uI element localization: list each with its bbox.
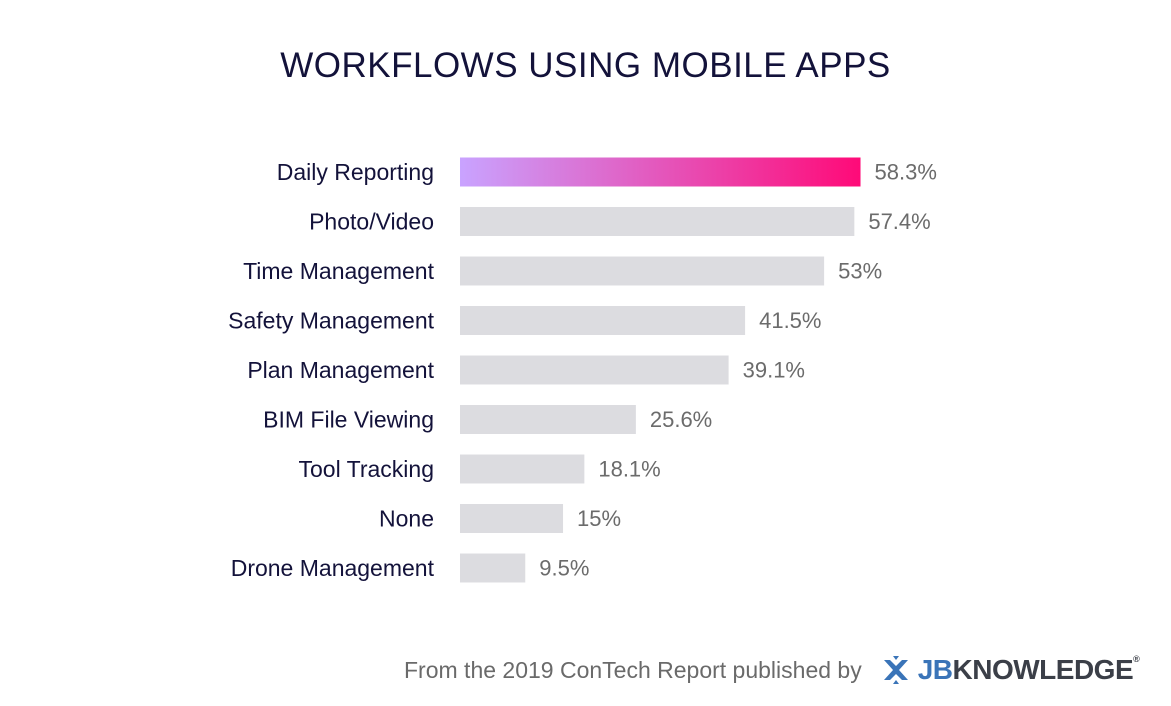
category-label: Time Management: [243, 258, 435, 284]
value-label: 57.4%: [868, 209, 930, 234]
value-label: 39.1%: [743, 358, 805, 383]
logo-knowledge: KNOWLEDGE: [952, 654, 1134, 685]
value-label: 9.5%: [539, 556, 589, 581]
bar: [460, 504, 564, 533]
bar: [460, 306, 746, 335]
bar-highlighted: [460, 157, 861, 187]
jbknowledge-logo-icon: [883, 656, 908, 684]
logo-wordmark: JBKNOWLEDGE®: [918, 654, 1140, 686]
logo-registered-mark: ®: [1133, 654, 1140, 664]
category-label: Safety Management: [228, 308, 434, 334]
value-label: 53%: [838, 259, 882, 284]
category-label: Tool Tracking: [298, 456, 434, 482]
category-label: Photo/Video: [309, 209, 434, 235]
bar: [460, 207, 855, 236]
bar: [460, 256, 825, 286]
category-label: Drone Management: [231, 555, 435, 581]
value-label: 25.6%: [650, 407, 712, 432]
value-label: 41.5%: [759, 308, 821, 333]
category-label: Daily Reporting: [277, 159, 434, 185]
logo-jb: JB: [917, 654, 953, 685]
value-label: 15%: [577, 506, 621, 531]
bar: [460, 454, 585, 484]
footer-credit: From the 2019 ConTech Report published b…: [404, 652, 1140, 688]
chart-title: WORKFLOWS USING MOBILE APPS: [280, 46, 891, 85]
value-label: 58.3%: [875, 160, 937, 185]
jbknowledge-logo: JBKNOWLEDGE®: [880, 654, 1140, 686]
footer-text: From the 2019 ConTech Report published b…: [404, 656, 862, 683]
bar: [460, 553, 526, 583]
category-label: None: [379, 506, 434, 532]
bar: [460, 405, 636, 434]
category-label: BIM File Viewing: [263, 407, 434, 433]
value-label: 18.1%: [598, 457, 660, 482]
category-label: Plan Management: [247, 357, 434, 383]
bar: [460, 355, 729, 385]
